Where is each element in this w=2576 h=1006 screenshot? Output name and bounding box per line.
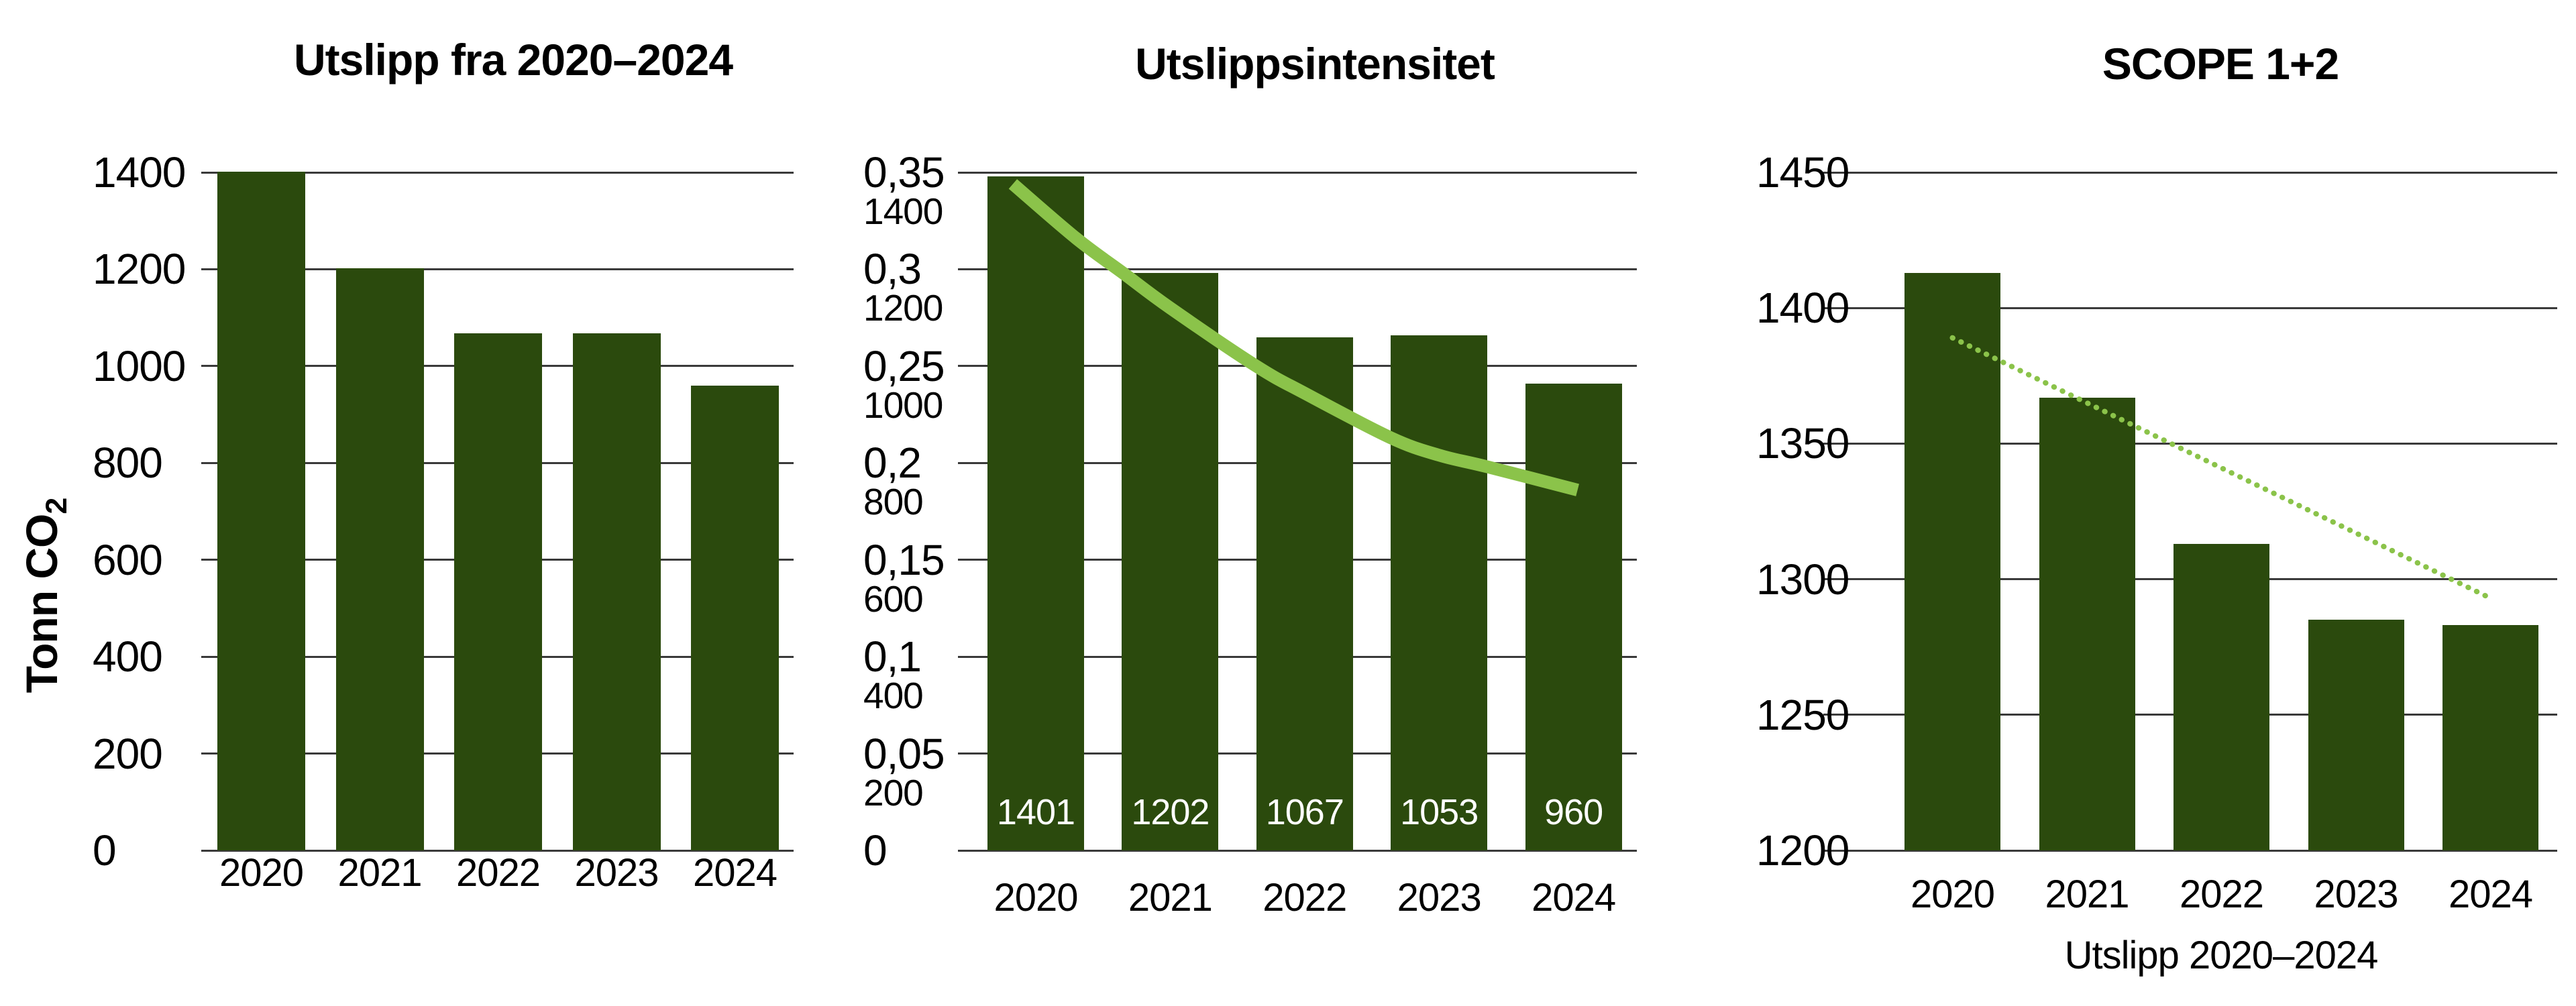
x-tick-label: 2020 <box>1910 873 1995 916</box>
y-tick-label: 400 <box>93 632 163 681</box>
y-tick-label: 0,2 <box>863 439 922 488</box>
y-axis-title-subscript: 2 <box>39 498 74 514</box>
y-tick-secondary-label: 400 <box>863 675 924 717</box>
y-tick-label: 0,05 <box>863 729 945 778</box>
y-tick-label: 1350 <box>1756 419 1849 468</box>
bar <box>987 176 1084 850</box>
gridline <box>201 268 794 270</box>
y-tick-label: 0,1 <box>863 632 922 681</box>
chart2-title: Utslippsintensitet <box>1135 39 1495 89</box>
x-tick-label: 2021 <box>1128 876 1213 919</box>
y-tick-label: 1200 <box>93 245 186 294</box>
bar <box>1391 335 1488 850</box>
y-tick-secondary-label: 600 <box>863 577 924 620</box>
gridline <box>1823 849 2557 852</box>
bar <box>1122 273 1219 850</box>
y-tick-label: 600 <box>93 535 163 584</box>
y-tick-secondary-label: 200 <box>863 771 924 814</box>
y-tick-label: 1200 <box>1756 826 1849 875</box>
bar <box>1525 383 1622 850</box>
bar <box>2039 397 2135 850</box>
gridline <box>958 171 1637 174</box>
bar <box>1904 272 2000 850</box>
bar <box>2308 620 2404 850</box>
x-tick-label: 2023 <box>2314 873 2398 916</box>
y-tick-secondary-label: 800 <box>863 481 924 523</box>
bar <box>454 333 542 850</box>
y-tick-label: 1450 <box>1756 148 1849 197</box>
y-tick-label: 0,35 <box>863 148 945 197</box>
gridline <box>201 171 794 174</box>
y-tick-label: 200 <box>93 729 163 778</box>
bar <box>691 385 779 850</box>
y-axis-title-text: Tonn CO <box>17 514 66 693</box>
bar-value-label: 1202 <box>1131 792 1210 832</box>
x-tick-label: 2023 <box>1397 876 1482 919</box>
gridline <box>958 849 1637 852</box>
x-tick-label: 2023 <box>574 851 659 895</box>
x-tick-label: 2021 <box>337 851 422 895</box>
y-tick-label: 1250 <box>1756 690 1849 739</box>
y-tick-label: 0,25 <box>863 341 945 390</box>
y-tick-label: 1300 <box>1756 555 1849 604</box>
y-tick-secondary-label: 1200 <box>863 287 943 329</box>
bar-value-label: 1067 <box>1265 792 1344 832</box>
x-tick-label: 2021 <box>2045 873 2129 916</box>
y-tick-secondary-label: 1000 <box>863 384 943 426</box>
gridline <box>201 849 794 852</box>
chart1-y-axis-title: Tonn CO2 <box>17 394 73 797</box>
y-tick-label: 0 <box>863 826 888 875</box>
y-tick-label: 1400 <box>93 148 186 197</box>
y-tick-label: 0 <box>93 826 117 875</box>
y-tick-secondary-label: 1400 <box>863 190 943 232</box>
x-tick-label: 2024 <box>2448 873 2533 916</box>
bar <box>1256 337 1353 850</box>
x-tick-label: 2022 <box>455 851 541 895</box>
y-tick-label: 1000 <box>93 341 186 390</box>
gridline <box>1823 306 2557 309</box>
gridline <box>1823 171 2557 174</box>
bar <box>335 268 424 850</box>
y-tick-label: 0,15 <box>863 535 945 584</box>
chart3-x-axis-title: Utslipp 2020–2024 <box>2064 934 2379 977</box>
bar <box>2174 544 2269 850</box>
bar-value-label: 960 <box>1544 792 1603 832</box>
bar-value-label: 1053 <box>1400 792 1479 832</box>
bar <box>217 172 305 850</box>
bar <box>572 333 661 850</box>
x-tick-label: 2024 <box>692 851 777 895</box>
x-tick-label: 2022 <box>2179 873 2264 916</box>
x-tick-label: 2024 <box>1532 876 1616 919</box>
x-tick-label: 2022 <box>1263 876 1347 919</box>
chart3-title: SCOPE 1+2 <box>2102 39 2339 89</box>
y-tick-label: 1400 <box>1756 284 1849 333</box>
bar <box>2443 625 2538 850</box>
y-tick-label: 800 <box>93 439 163 488</box>
x-tick-label: 2020 <box>994 876 1078 919</box>
x-tick-label: 2020 <box>219 851 304 895</box>
bar-value-label: 1401 <box>996 792 1075 832</box>
y-tick-label: 0,3 <box>863 245 922 294</box>
chart1-title: Utslipp fra 2020–2024 <box>293 35 733 85</box>
